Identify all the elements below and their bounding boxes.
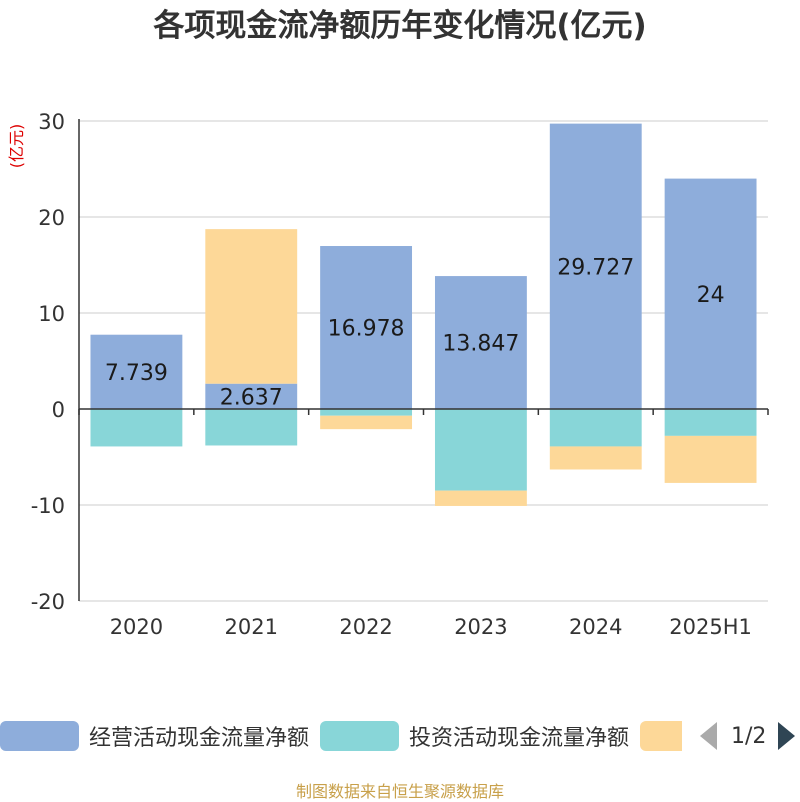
- bar-segment-series0: [549, 123, 642, 410]
- legend-pager: 1/2: [700, 716, 796, 756]
- bar-segment-series2: [549, 446, 642, 470]
- x-tick-label: 2022: [339, 615, 392, 639]
- y-axis-label: (亿元): [7, 124, 26, 169]
- y-tick-label: 30: [38, 110, 65, 134]
- bar-segment-series1: [205, 409, 298, 446]
- bar-chart: -20 -10 0 10 20 30 (亿元) 7.739 2.637 16.978 13.847 2…: [7, 110, 769, 639]
- x-tick-label: 2023: [454, 615, 507, 639]
- bar-segment-series0: [434, 276, 527, 409]
- bar-segment-series2: [664, 435, 757, 483]
- previous-page-icon[interactable]: [700, 722, 717, 750]
- bar-segment-series1: [549, 409, 642, 447]
- bar-segment-series0: [205, 383, 298, 409]
- legend-page-indicator: 1/2: [731, 723, 767, 749]
- data-label: 24: [697, 283, 725, 308]
- x-tick-label: 2020: [110, 615, 163, 639]
- y-tick-label: 20: [38, 206, 65, 230]
- legend-swatch-third: [640, 721, 682, 751]
- x-tick-label: 2025H1: [669, 615, 752, 639]
- bar-segment-series0: [664, 178, 757, 409]
- y-tick-label: 0: [52, 398, 65, 422]
- legend-item-investing[interactable]: 投资活动现金流量净额: [320, 716, 629, 756]
- chart-title: 各项现金流净额历年变化情况(亿元): [153, 8, 647, 44]
- bar-segment-series1: [664, 409, 757, 436]
- y-tick-label: -20: [31, 590, 65, 614]
- data-label: 13.847: [442, 332, 519, 357]
- bar-segment-series0: [320, 246, 413, 409]
- x-tick-label: 2021: [225, 615, 278, 639]
- legend-item-operating[interactable]: 经营活动现金流量净额: [0, 716, 309, 756]
- bar-segment-series1: [434, 409, 527, 491]
- bar-segment-series2: [320, 415, 413, 430]
- data-label: 7.739: [105, 361, 168, 386]
- data-label: 2.637: [220, 385, 283, 410]
- bar-segment-series2: [434, 490, 527, 506]
- data-label: 16.978: [328, 317, 405, 342]
- bar-segment-series1: [90, 409, 183, 447]
- bar-segment-series1: [320, 409, 413, 416]
- data-source-note: 制图数据来自恒生聚源数据库: [295, 782, 504, 801]
- data-label: 29.727: [557, 255, 634, 280]
- bar-segment-series0: [90, 334, 183, 409]
- legend-item-third[interactable]: [640, 716, 682, 756]
- y-tick-label: 10: [38, 302, 65, 326]
- y-tick-label: -10: [31, 494, 65, 518]
- legend-label-investing: 投资活动现金流量净额: [409, 726, 630, 751]
- x-tick-label: 2024: [569, 615, 622, 639]
- bar-segment-series2: [205, 229, 298, 384]
- legend-label-operating: 经营活动现金流量净额: [89, 726, 310, 751]
- legend-swatch-operating: [0, 721, 79, 751]
- legend-swatch-investing: [320, 721, 399, 751]
- next-page-icon[interactable]: [778, 722, 796, 750]
